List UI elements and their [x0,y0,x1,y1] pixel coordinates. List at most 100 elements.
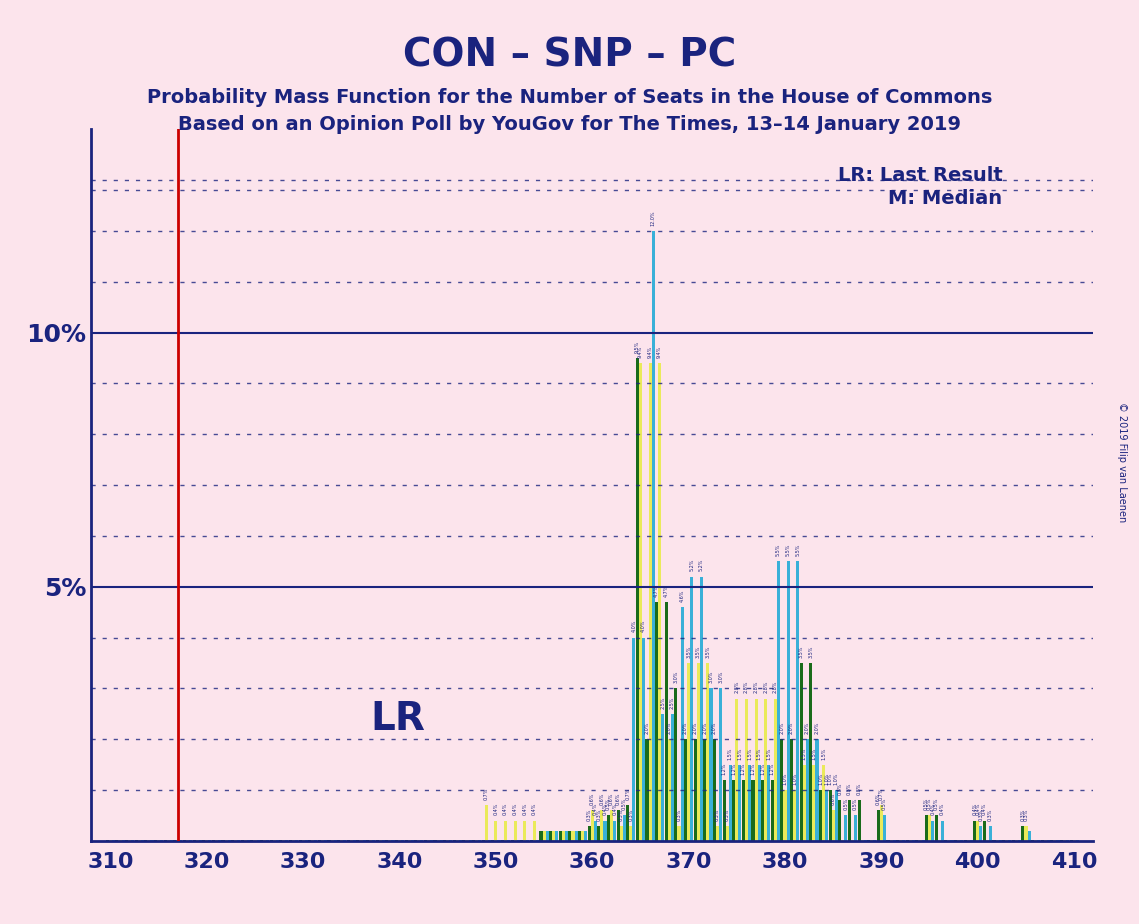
Text: 2.8%: 2.8% [754,681,759,693]
Text: 9.4%: 9.4% [648,346,653,358]
Text: 3.5%: 3.5% [809,646,813,658]
Text: 4.6%: 4.6% [680,590,685,602]
Bar [877,810,879,841]
Bar [607,816,611,841]
Bar [697,663,699,841]
Bar [616,810,620,841]
Bar [593,821,597,841]
Bar [648,363,652,841]
Text: 0.4%: 0.4% [532,803,536,816]
Bar [752,780,754,841]
Bar [597,826,600,841]
Text: 1.2%: 1.2% [770,762,775,774]
Text: 0.6%: 0.6% [609,793,614,806]
Bar [932,821,934,841]
Text: 0.7%: 0.7% [625,788,630,800]
Bar [540,831,542,841]
Text: 0.4%: 0.4% [931,803,935,816]
Bar [591,810,593,841]
Text: 2.5%: 2.5% [661,697,665,709]
Text: 2.8%: 2.8% [763,681,769,693]
Text: 5.2%: 5.2% [689,559,695,571]
Text: 12.0%: 12.0% [650,211,656,226]
Bar [503,821,507,841]
Text: 0.6%: 0.6% [876,793,880,806]
Text: 1.5%: 1.5% [737,748,743,760]
Bar [722,780,726,841]
Text: 0.5%: 0.5% [927,798,932,810]
Bar [671,713,674,841]
Bar [1022,826,1024,841]
Text: 1.5%: 1.5% [802,748,806,760]
Text: Based on an Opinion Poll by YouGov for The Times, 13–14 January 2019: Based on an Opinion Poll by YouGov for T… [178,116,961,135]
Text: 1.5%: 1.5% [747,748,752,760]
Bar [542,831,546,841]
Text: 1.2%: 1.2% [731,762,736,774]
Bar [546,831,549,841]
Text: 2.0%: 2.0% [789,722,794,734]
Bar [831,810,835,841]
Text: © 2019 Filip van Laenen: © 2019 Filip van Laenen [1117,402,1126,522]
Text: 0.8%: 0.8% [847,783,852,795]
Bar [784,790,787,841]
Bar [549,831,552,841]
Text: 0.6%: 0.6% [830,793,836,806]
Bar [822,765,825,841]
Bar [777,562,780,841]
Text: LR: Last Result: LR: Last Result [837,166,1002,186]
Bar [716,826,719,841]
Text: 0.7%: 0.7% [484,788,489,800]
Bar [584,831,588,841]
Text: 0.3%: 0.3% [978,808,983,821]
Text: 2.0%: 2.0% [703,722,707,734]
Bar [678,826,681,841]
Bar [1024,826,1027,841]
Bar [652,231,655,841]
Bar [771,780,773,841]
Text: 1.5%: 1.5% [756,748,762,760]
Bar [726,826,729,841]
Bar [552,831,556,841]
Bar [629,826,632,841]
Bar [577,831,581,841]
Bar [581,831,584,841]
Bar [514,821,517,841]
Text: 0.5%: 0.5% [882,798,887,810]
Bar [713,739,716,841]
Text: 2.0%: 2.0% [814,722,820,734]
Bar [588,826,591,841]
Text: 0.4%: 0.4% [982,803,986,816]
Bar [600,810,604,841]
Bar [825,790,828,841]
Bar [706,663,710,841]
Text: 1.2%: 1.2% [722,762,727,774]
Text: 1.0%: 1.0% [818,772,823,785]
Text: 3.5%: 3.5% [798,646,804,658]
Text: 1.5%: 1.5% [821,748,826,760]
Text: 1.0%: 1.0% [828,772,833,785]
Text: 2.0%: 2.0% [683,722,688,734]
Bar [741,780,745,841]
Text: 0.4%: 0.4% [493,803,499,816]
Text: 0.3%: 0.3% [715,808,720,821]
Text: 1.2%: 1.2% [740,762,746,774]
Bar [604,821,607,841]
Bar [655,602,658,841]
Text: 5.5%: 5.5% [786,544,790,556]
Bar [854,816,858,841]
Text: 1.5%: 1.5% [811,748,817,760]
Bar [935,816,937,841]
Bar [642,638,645,841]
Text: 1.0%: 1.0% [792,772,797,785]
Text: 0.4%: 0.4% [940,803,945,816]
Bar [685,739,687,841]
Text: 0.8%: 0.8% [837,783,842,795]
Bar [639,363,642,841]
Text: 3.0%: 3.0% [708,671,713,684]
Bar [559,831,562,841]
Bar [662,713,664,841]
Bar [665,602,667,841]
Text: 9.4%: 9.4% [638,346,644,358]
Text: 3.0%: 3.0% [673,671,679,684]
Text: 4.7%: 4.7% [654,585,659,597]
